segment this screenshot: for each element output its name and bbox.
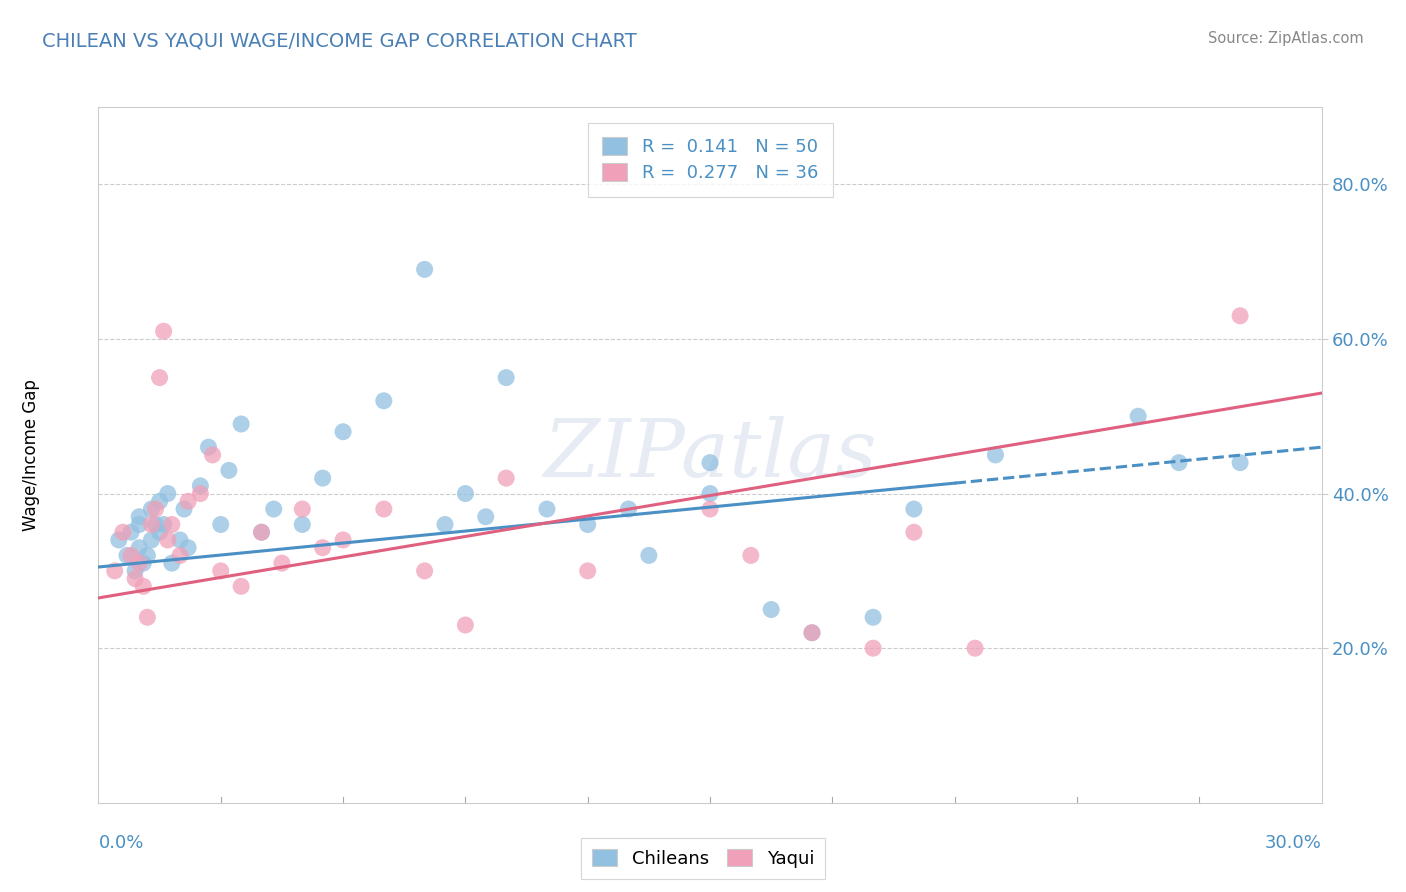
Point bbox=[169, 533, 191, 547]
Point bbox=[474, 509, 498, 524]
Point bbox=[312, 541, 335, 555]
Point bbox=[136, 549, 159, 563]
Point bbox=[862, 610, 884, 624]
Point bbox=[312, 471, 335, 485]
Point bbox=[761, 602, 783, 616]
Point bbox=[576, 564, 599, 578]
Point bbox=[332, 425, 354, 439]
Point bbox=[373, 502, 395, 516]
Point bbox=[197, 440, 219, 454]
Text: 0.0%: 0.0% bbox=[98, 834, 143, 852]
Point bbox=[128, 541, 150, 555]
Text: CHILEAN VS YAQUI WAGE/INCOME GAP CORRELATION CHART: CHILEAN VS YAQUI WAGE/INCOME GAP CORRELA… bbox=[42, 31, 637, 50]
Point bbox=[332, 533, 354, 547]
Point bbox=[263, 502, 285, 516]
Point bbox=[231, 579, 253, 593]
Point bbox=[801, 625, 824, 640]
Point bbox=[536, 502, 558, 516]
Text: Wage/Income Gap: Wage/Income Gap bbox=[22, 379, 41, 531]
Text: Source: ZipAtlas.com: Source: ZipAtlas.com bbox=[1208, 31, 1364, 46]
Point bbox=[152, 324, 174, 338]
Point bbox=[218, 463, 240, 477]
Point bbox=[128, 509, 150, 524]
Point bbox=[149, 525, 172, 540]
Point bbox=[145, 517, 167, 532]
Point bbox=[231, 417, 253, 431]
Point bbox=[801, 625, 824, 640]
Point bbox=[132, 556, 155, 570]
Point bbox=[177, 541, 200, 555]
Point bbox=[108, 533, 131, 547]
Point bbox=[145, 502, 167, 516]
Point bbox=[173, 502, 195, 516]
Point bbox=[141, 517, 163, 532]
Legend: Chileans, Yaqui: Chileans, Yaqui bbox=[581, 838, 825, 879]
Point bbox=[250, 525, 273, 540]
Point bbox=[740, 549, 762, 563]
Point bbox=[120, 525, 142, 540]
Point bbox=[291, 502, 314, 516]
Point bbox=[576, 517, 599, 532]
Point bbox=[156, 533, 179, 547]
Point bbox=[862, 641, 884, 656]
Point bbox=[373, 393, 395, 408]
Point bbox=[454, 486, 477, 500]
Point bbox=[160, 517, 183, 532]
Point bbox=[617, 502, 640, 516]
Point bbox=[124, 572, 146, 586]
Legend: R =  0.141   N = 50, R =  0.277   N = 36: R = 0.141 N = 50, R = 0.277 N = 36 bbox=[588, 123, 832, 197]
Point bbox=[115, 549, 138, 563]
Point bbox=[291, 517, 314, 532]
Point bbox=[454, 618, 477, 632]
Point bbox=[903, 502, 925, 516]
Point bbox=[141, 502, 163, 516]
Point bbox=[1229, 456, 1251, 470]
Point bbox=[413, 262, 436, 277]
Point bbox=[169, 549, 191, 563]
Point bbox=[149, 370, 172, 384]
Point bbox=[965, 641, 987, 656]
Point bbox=[413, 564, 436, 578]
Point bbox=[903, 525, 925, 540]
Text: ZIPatlas: ZIPatlas bbox=[543, 417, 877, 493]
Point bbox=[984, 448, 1007, 462]
Point bbox=[495, 370, 517, 384]
Point bbox=[1167, 456, 1189, 470]
Point bbox=[209, 517, 232, 532]
Point bbox=[128, 556, 150, 570]
Point bbox=[434, 517, 457, 532]
Point bbox=[152, 517, 174, 532]
Point bbox=[1128, 409, 1150, 424]
Point bbox=[188, 479, 212, 493]
Point bbox=[160, 556, 183, 570]
Text: 30.0%: 30.0% bbox=[1265, 834, 1322, 852]
Point bbox=[250, 525, 273, 540]
Point bbox=[1229, 309, 1251, 323]
Point bbox=[699, 502, 721, 516]
Point bbox=[177, 494, 200, 508]
Point bbox=[209, 564, 232, 578]
Point bbox=[104, 564, 127, 578]
Point bbox=[201, 448, 224, 462]
Point bbox=[120, 549, 142, 563]
Point bbox=[699, 486, 721, 500]
Point bbox=[128, 517, 150, 532]
Point bbox=[141, 533, 163, 547]
Point bbox=[132, 579, 155, 593]
Point bbox=[149, 494, 172, 508]
Point bbox=[495, 471, 517, 485]
Point bbox=[638, 549, 661, 563]
Point bbox=[699, 456, 721, 470]
Point bbox=[188, 486, 212, 500]
Point bbox=[136, 610, 159, 624]
Point bbox=[111, 525, 134, 540]
Point bbox=[156, 486, 179, 500]
Point bbox=[124, 564, 146, 578]
Point bbox=[270, 556, 294, 570]
